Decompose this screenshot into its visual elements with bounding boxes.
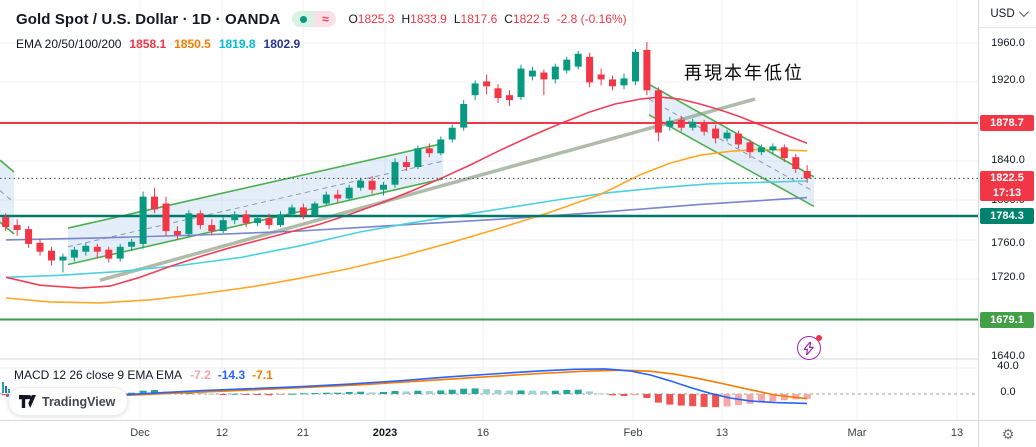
price-level-badge-1679.1: 1679.1 bbox=[980, 311, 1034, 328]
candlestick-chart[interactable] bbox=[0, 0, 978, 420]
chart-text-annotation[interactable]: 再現本年低位 bbox=[684, 63, 804, 84]
macd-value-1: -14.3 bbox=[217, 368, 246, 382]
chart-header: Gold Spot / U.S. Dollar · 1D · OANDA ≈ O… bbox=[16, 8, 627, 52]
time-tick-Mar: Mar bbox=[847, 427, 867, 439]
change-value: -2.8 (-0.16%) bbox=[556, 12, 627, 26]
axis-settings-corner[interactable]: ⚙ bbox=[978, 420, 1036, 447]
time-tick-13: 13 bbox=[950, 427, 964, 439]
ema-value-3: 1802.9 bbox=[263, 37, 301, 51]
tradingview-watermark[interactable]: TradingView bbox=[8, 387, 129, 416]
time-tick-2023: 2023 bbox=[372, 427, 398, 439]
time-tick-Feb: Feb bbox=[623, 427, 643, 439]
ema-legend-label: EMA 20/50/100/200 bbox=[16, 37, 122, 51]
indicator-mini-icon bbox=[2, 382, 10, 393]
tradingview-logo-icon bbox=[19, 395, 36, 408]
tradingview-watermark-label: TradingView bbox=[42, 394, 116, 409]
ema-legend[interactable]: EMA 20/50/100/200 1858.1 1850.5 1819.8 1802… bbox=[16, 37, 627, 51]
gear-icon: ⚙ bbox=[1001, 426, 1015, 442]
price-tick-1840.0: 1840.0 bbox=[991, 154, 1025, 166]
time-tick-16: 16 bbox=[476, 427, 490, 439]
notification-dot bbox=[816, 335, 822, 341]
time-axis[interactable]: Dec 12 21 2023 16 Feb 13 Mar 13 bbox=[0, 420, 978, 447]
price-tick-1640.0: 1640.0 bbox=[991, 350, 1025, 362]
macd-value-2: -7.1 bbox=[252, 368, 273, 382]
market-open-dot-icon bbox=[292, 11, 315, 27]
delayed-data-icon: ≈ bbox=[314, 11, 337, 27]
price-tick-40.0: 40.0 bbox=[997, 360, 1019, 372]
currency-label: USD bbox=[990, 7, 1015, 20]
close-value: 1822.5 bbox=[512, 12, 550, 26]
open-value: 1825.3 bbox=[357, 12, 395, 26]
price-axis[interactable]: USD 1960.01920.01840.01800.01760.01720.0… bbox=[978, 0, 1036, 447]
ema-value-2: 1819.8 bbox=[218, 37, 256, 51]
macd-value-0: -7.2 bbox=[190, 368, 211, 382]
ema-value-1: 1850.5 bbox=[174, 37, 211, 51]
price-tick-1720.0: 1720.0 bbox=[991, 271, 1025, 283]
time-tick-12: 12 bbox=[215, 427, 229, 439]
price-tick-0.0: 0.0 bbox=[1000, 386, 1016, 398]
symbol-title[interactable]: Gold Spot / U.S. Dollar · 1D · OANDA bbox=[16, 10, 281, 28]
macd-legend[interactable]: MACD 12 26 close 9 EMA EMA -7.2 -14.3 -7.1 bbox=[14, 368, 273, 382]
price-level-badge-1878.7: 1878.7 bbox=[980, 115, 1034, 132]
price-level-badge-1784.3: 1784.3 bbox=[980, 207, 1034, 224]
ema-value-0: 1858.1 bbox=[129, 37, 167, 51]
flash-ideas-button[interactable] bbox=[797, 335, 822, 361]
chevron-down-icon bbox=[1018, 7, 1029, 18]
time-tick-Dec: Dec bbox=[130, 427, 150, 439]
time-tick-13: 13 bbox=[715, 427, 729, 439]
currency-selector[interactable]: USD bbox=[979, 0, 1036, 28]
macd-legend-label: MACD 12 26 close 9 EMA EMA bbox=[14, 368, 183, 382]
price-tick-1920.0: 1920.0 bbox=[991, 74, 1025, 86]
price-tick-1960.0: 1960.0 bbox=[991, 37, 1025, 49]
high-value: 1833.9 bbox=[410, 12, 447, 26]
time-tick-21: 21 bbox=[296, 427, 310, 439]
low-value: 1817.6 bbox=[460, 12, 498, 26]
ohlc-readout: O1825.3 H1833.9 L1817.6 C1822.5 -2.8 (-0… bbox=[348, 12, 627, 26]
last-price-badge: 1822.5 17:13 bbox=[980, 171, 1034, 202]
price-tick-1760.0: 1760.0 bbox=[991, 237, 1025, 249]
market-status-pill[interactable]: ≈ bbox=[292, 11, 337, 27]
